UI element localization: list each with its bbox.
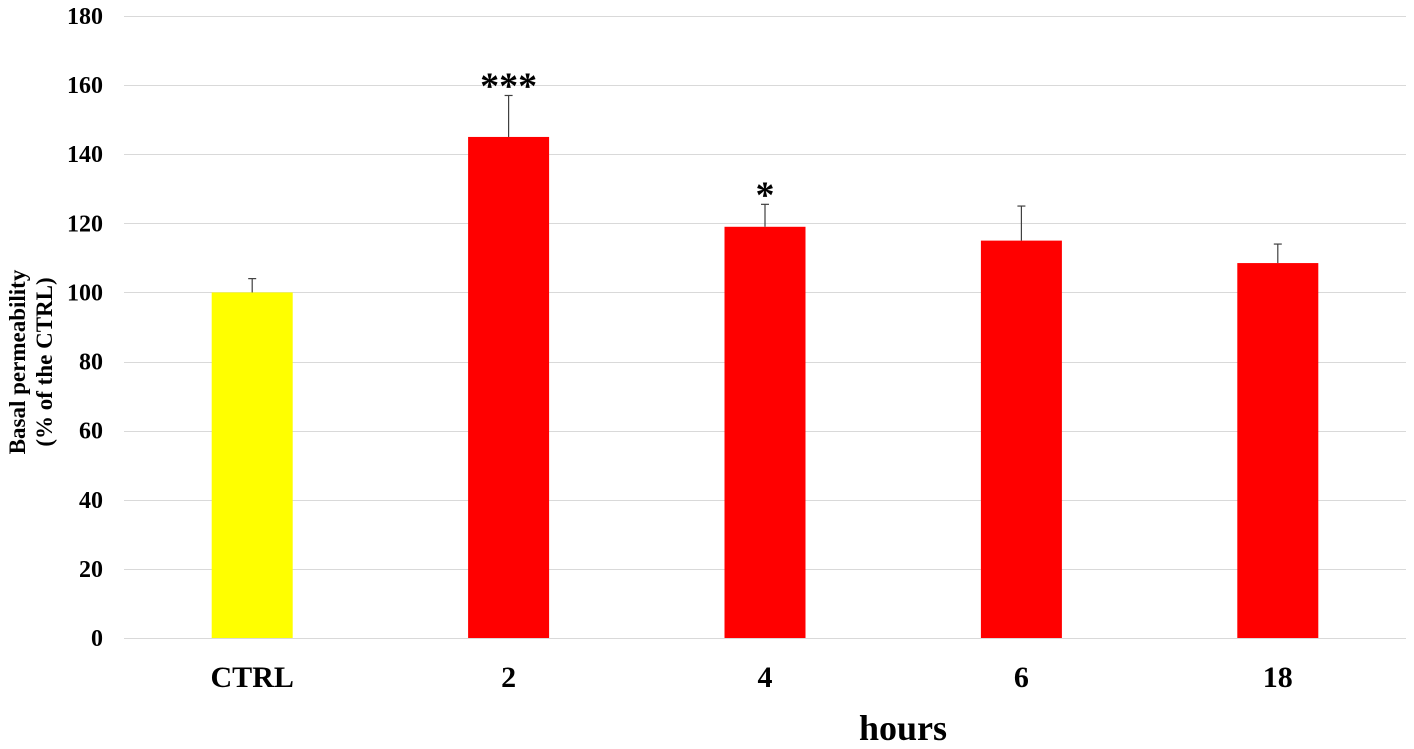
y-axis-label-line-1: Basal permeability bbox=[5, 269, 30, 454]
y-tick-label: 60 bbox=[79, 419, 103, 445]
y-tick-label: 40 bbox=[79, 488, 103, 514]
bar-ctrl bbox=[211, 292, 293, 638]
y-tick-label: 20 bbox=[79, 557, 103, 583]
y-tick-label: 180 bbox=[67, 4, 103, 30]
bar-2 bbox=[468, 136, 550, 638]
x-tick-labels: CTRL 2 4 6 18 bbox=[211, 661, 1293, 694]
y-tick-label: 80 bbox=[79, 350, 103, 376]
x-tick-label-6: 6 bbox=[1014, 661, 1029, 694]
y-tick-labels: 0 20 40 60 80 100 120 140 160 180 bbox=[67, 4, 103, 652]
significance-marker-2: *** bbox=[480, 65, 537, 107]
x-tick-label-ctrl: CTRL bbox=[211, 661, 294, 694]
y-tick-label: 100 bbox=[67, 280, 103, 306]
x-tick-label-2: 2 bbox=[501, 661, 516, 694]
y-tick-label: 160 bbox=[67, 73, 103, 99]
y-axis-label-line-2: (% of the CTRL) bbox=[32, 277, 57, 446]
significance-marker-4: * bbox=[756, 174, 775, 216]
y-tick-label: 0 bbox=[91, 626, 103, 652]
x-tick-label-18: 18 bbox=[1263, 661, 1293, 694]
significance-annotations: **** bbox=[480, 65, 774, 216]
bar-4 bbox=[724, 226, 806, 639]
y-tick-label: 140 bbox=[67, 142, 103, 168]
x-tick-label-4: 4 bbox=[758, 661, 773, 694]
bar-18 bbox=[1237, 263, 1319, 638]
bar-6 bbox=[980, 240, 1062, 638]
error-bars bbox=[248, 94, 1282, 293]
y-tick-label: 120 bbox=[67, 211, 103, 237]
bars bbox=[211, 136, 1319, 639]
x-axis-label: hours bbox=[859, 708, 947, 748]
